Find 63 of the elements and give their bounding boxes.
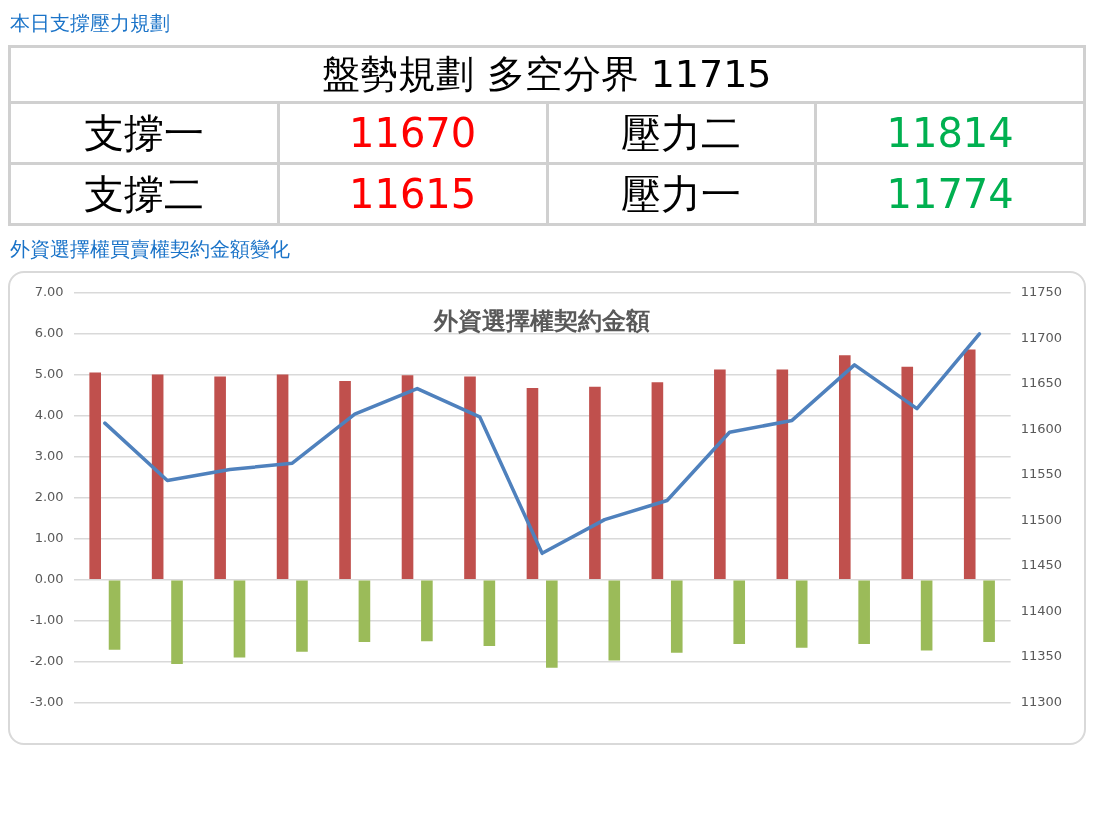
y2-tick-label: 11500 (1020, 511, 1062, 527)
bar (546, 580, 558, 668)
category-label: 支撐二 (9, 163, 279, 225)
y-tick-label: 1.00 (34, 530, 64, 546)
text: 盤勢規劃 多空分界 11715 (9, 46, 1085, 103)
bar (795, 580, 808, 648)
chart-title: 外資選擇權買賣權契約金額變化 (10, 236, 291, 263)
y2-tick-label: 11600 (1020, 420, 1062, 436)
bar (171, 580, 183, 665)
y2-tick-label: 11550 (1020, 466, 1062, 482)
bar (151, 374, 164, 579)
bar (526, 388, 539, 579)
text: 本日支撐壓力規劃 (10, 10, 171, 37)
y2-tick-label: 11400 (1020, 602, 1062, 618)
y2-tick-label: 11350 (1020, 648, 1062, 664)
y-tick-label: 7.00 (34, 284, 64, 300)
bar (296, 580, 308, 652)
bar (89, 372, 101, 579)
data-label: 11814 (815, 102, 1085, 164)
data-label: 11774 (815, 163, 1085, 225)
bar (339, 381, 351, 579)
bar (608, 580, 621, 661)
data-label: 11615 (278, 163, 547, 225)
bar (401, 375, 414, 579)
y-tick-label: 2.00 (34, 489, 64, 505)
category-label: 壓力二 (547, 102, 816, 164)
bar (920, 580, 933, 651)
bar (421, 580, 433, 642)
bar (838, 355, 851, 579)
y2-tick-label: 11450 (1020, 557, 1062, 573)
y-tick-label: -2.00 (30, 653, 64, 669)
bar (214, 376, 226, 579)
bar (983, 580, 995, 642)
bar (901, 366, 914, 579)
y-tick-label: 3.00 (34, 448, 64, 464)
y2-tick-label: 11650 (1020, 375, 1062, 391)
bar (276, 374, 289, 579)
bar (233, 580, 246, 658)
y-tick-label: 5.00 (34, 366, 64, 382)
bar (651, 382, 664, 579)
y-tick-label: 6.00 (34, 325, 64, 341)
y-tick-label: -1.00 (30, 612, 64, 628)
bar (108, 580, 121, 650)
bar (858, 580, 870, 645)
bar (589, 386, 601, 579)
bar (733, 580, 746, 645)
text: 外資選擇權契約金額 (433, 307, 651, 336)
y-tick-label: -3.00 (30, 693, 64, 709)
bar (670, 580, 683, 653)
y-tick-label: 0.00 (34, 571, 64, 587)
y2-tick-label: 11700 (1020, 329, 1062, 345)
bar (714, 369, 726, 579)
bar (776, 369, 789, 579)
data-label: 11670 (278, 102, 547, 164)
category-label: 支撐一 (9, 102, 279, 164)
y2-tick-label: 11300 (1020, 693, 1062, 709)
y2-tick-label: 11750 (1020, 284, 1062, 300)
bar (358, 580, 371, 642)
bar (963, 349, 976, 579)
bar (464, 376, 476, 579)
category-label: 壓力一 (547, 163, 816, 225)
bar (483, 580, 496, 647)
y-tick-label: 4.00 (34, 407, 64, 423)
